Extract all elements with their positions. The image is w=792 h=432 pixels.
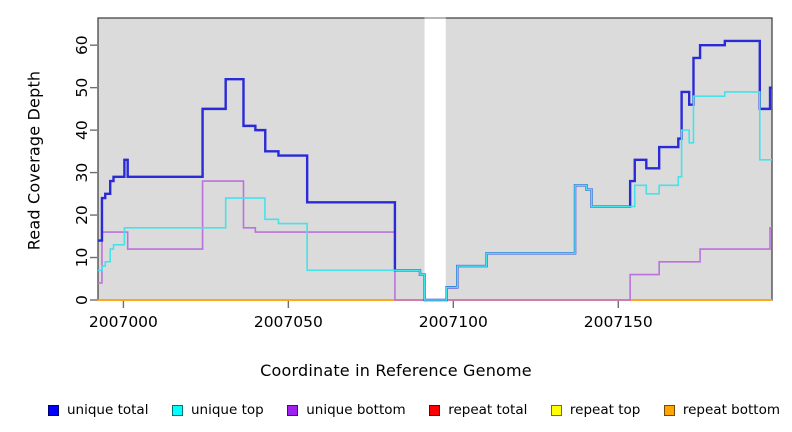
legend-item-repeat-top: repeat top — [550, 402, 641, 418]
legend-swatch-icon — [663, 404, 675, 416]
y-tick-label: 10 — [73, 248, 91, 268]
legend-swatch-icon — [287, 404, 299, 416]
x-tick-label: 2007050 — [254, 313, 323, 331]
x-axis-label: Coordinate in Reference Genome — [260, 361, 532, 380]
legend-item-unique-bottom: unique bottom — [287, 402, 406, 418]
y-tick-label: 20 — [73, 205, 91, 225]
legend-item-unique-total: unique total — [48, 402, 148, 418]
legend-swatch-icon — [550, 404, 562, 416]
legend-label: repeat total — [448, 402, 528, 418]
legend: unique total unique top unique bottom repea… — [48, 398, 780, 422]
legend-swatch-icon — [429, 404, 441, 416]
series-unique-top — [98, 91, 772, 301]
legend-item-unique-top: unique top — [172, 402, 264, 418]
legend-label: unique total — [67, 402, 149, 418]
legend-label: repeat top — [569, 402, 641, 418]
y-axis-label: Read Coverage Depth — [24, 70, 44, 251]
x-tick-label: 2007150 — [584, 313, 653, 331]
legend-item-repeat-bottom: repeat bottom — [663, 402, 780, 418]
legend-label: unique top — [191, 402, 264, 418]
y-tick-label: 50 — [73, 78, 91, 98]
legend-label: repeat bottom — [682, 402, 780, 418]
y-tick-label: 30 — [73, 163, 91, 183]
y-tick-label: 0 — [73, 295, 91, 305]
legend-swatch-icon — [48, 404, 59, 416]
legend-label: unique bottom — [306, 402, 406, 418]
y-tick-label: 60 — [73, 35, 91, 55]
x-tick-label: 2007100 — [419, 313, 488, 331]
x-tick-label: 2007000 — [89, 313, 158, 331]
y-tick-label: 40 — [73, 120, 91, 140]
series-unique-bottom — [98, 180, 772, 301]
gap-band — [424, 11, 446, 300]
legend-item-repeat-total: repeat total — [429, 402, 527, 418]
legend-swatch-icon — [172, 404, 183, 416]
